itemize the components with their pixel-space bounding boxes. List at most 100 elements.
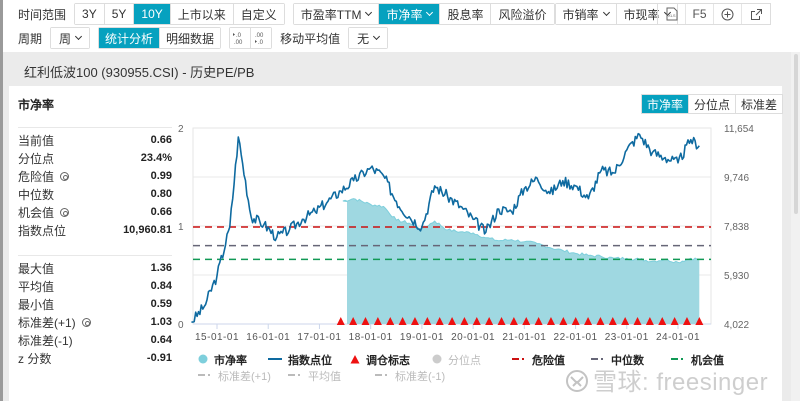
metric-tab-1[interactable]: 市净率 — [379, 4, 441, 24]
metric-tab-label: 市盈率TTM — [300, 7, 362, 22]
x-tick-label: 24-01-01 — [656, 332, 700, 343]
zoom-in-button[interactable] — [714, 4, 742, 24]
rebalance-marker[interactable] — [645, 317, 654, 325]
metric-tab-label: 市销率 — [562, 7, 599, 22]
rebalance-marker[interactable] — [658, 317, 667, 325]
legend-item-row1-1[interactable]: 指数点位 — [268, 352, 350, 368]
rebalance-marker[interactable] — [695, 317, 704, 325]
stat-row: 标准差(+1) 1.03 — [18, 313, 172, 331]
xls-file-icon: XLS — [666, 7, 677, 21]
legend-item-row1-5[interactable]: 中位数 — [591, 352, 671, 368]
rebalance-marker[interactable] — [448, 317, 457, 325]
panel-title: 红利低波100 (930955.CSI) - 历史PE/PB — [24, 65, 255, 80]
rebalance-marker[interactable] — [349, 317, 358, 325]
card-tab-0[interactable]: 市净率 — [642, 95, 690, 113]
rebalance-marker[interactable] — [596, 317, 605, 325]
legend-item-row1-2[interactable]: 调仓标志 — [350, 352, 432, 368]
legend-item-row1-6[interactable]: 机会值 — [671, 352, 751, 368]
stat-label-text: 分位点 — [18, 151, 55, 166]
rebalance-marker[interactable] — [608, 317, 617, 325]
stat-label-text: 机会值 — [18, 205, 55, 220]
rebalance-marker[interactable] — [670, 317, 679, 325]
decrease-decimal-button[interactable]: .00.0 — [251, 28, 272, 48]
time-range-4-button[interactable]: 自定义 — [233, 4, 284, 24]
export-xls-button[interactable]: XLS — [658, 4, 686, 24]
rebalance-marker[interactable] — [373, 317, 382, 325]
card-tab-1[interactable]: 分位点 — [689, 95, 737, 113]
toolbar-row-2: 周期 周 统计分析 明细数据 .0.00 .00.0 移动平均值 无 — [0, 27, 389, 49]
view-toggle-group: 统计分析 明细数据 — [98, 27, 222, 49]
metric-tab-3[interactable]: 风险溢价 — [491, 4, 554, 24]
period-select[interactable]: 周 — [50, 27, 91, 49]
rebalance-marker[interactable] — [559, 317, 568, 325]
pb-area — [342, 198, 700, 324]
rebalance-marker[interactable] — [497, 317, 506, 325]
stat-label-text: z 分数 — [18, 351, 52, 366]
legend-item-row1-4[interactable]: 危险值 — [512, 352, 591, 368]
rebalance-marker[interactable] — [546, 317, 555, 325]
scrollbar-track[interactable] — [791, 52, 800, 401]
legend-item-row1-3[interactable]: 分位点 — [432, 352, 512, 368]
gear-icon[interactable] — [60, 207, 70, 217]
rebalance-marker[interactable] — [386, 317, 395, 325]
rebalance-marker[interactable] — [485, 317, 494, 325]
stat-label: 最小值 — [18, 296, 54, 313]
rebalance-marker[interactable] — [435, 317, 444, 325]
stat-label: 中位数 — [18, 186, 54, 203]
metric-tab-2[interactable]: 股息率 — [440, 4, 492, 24]
view-tab-1[interactable]: 明细数据 — [160, 28, 221, 48]
moving-average-select[interactable]: 无 — [348, 27, 389, 49]
rebalance-marker[interactable] — [584, 317, 593, 325]
rebalance-marker[interactable] — [633, 317, 642, 325]
scrollbar-thumb[interactable] — [794, 54, 798, 214]
rebalance-marker[interactable] — [621, 317, 630, 325]
increase-decimal-button[interactable]: .0.00 — [230, 28, 252, 48]
rebalance-marker[interactable] — [361, 317, 370, 325]
legend-item-row2-0[interactable]: 标准差(+1) — [198, 368, 288, 384]
gear-icon[interactable] — [60, 171, 70, 181]
gear-icon[interactable] — [81, 317, 91, 327]
metric-group-2: 市销率 市现率 — [554, 3, 678, 25]
rebalance-marker[interactable] — [398, 317, 407, 325]
time-range-1-button[interactable]: 5Y — [104, 4, 135, 24]
x-tick-label: 22-01-01 — [554, 332, 598, 343]
stat-row: 平均值 0.84 — [18, 277, 172, 295]
time-range-2-button[interactable]: 10Y — [134, 4, 171, 24]
stat-label: 危险值 — [18, 168, 70, 185]
rebalance-marker[interactable] — [460, 317, 469, 325]
metric-tab-4[interactable]: 市销率 — [555, 4, 617, 24]
xueqiu-logo-icon — [566, 370, 588, 392]
legend-item-row2-1[interactable]: 平均值 — [288, 368, 375, 384]
rebalance-marker[interactable] — [682, 317, 691, 325]
moving-average-value: 无 — [357, 31, 370, 46]
rebalance-marker[interactable] — [423, 317, 432, 325]
metric-tab-5[interactable]: 市现率 — [616, 4, 677, 24]
legend-row-2: 标准差(+1) 平均值 标准差(-1) — [198, 368, 455, 384]
decimal-buttons: .0.00 .00.0 — [229, 27, 273, 49]
stat-value: 0.99 — [150, 170, 172, 182]
x-tick-label: 21-01-01 — [502, 332, 546, 343]
open-external-button[interactable] — [742, 4, 770, 24]
metric-tab-0[interactable]: 市盈率TTM — [293, 4, 380, 24]
legend-item-row1-0[interactable]: 市净率 — [198, 352, 268, 368]
rebalance-marker[interactable] — [522, 317, 531, 325]
legend-triangle-icon — [350, 354, 360, 367]
legend-item-row2-2[interactable]: 标准差(-1) — [375, 368, 455, 384]
legend-dash-icon — [288, 370, 302, 383]
rebalance-marker[interactable] — [336, 317, 345, 325]
rebalance-marker[interactable] — [472, 317, 481, 325]
stat-label-text: 最小值 — [18, 297, 55, 312]
time-range-0-button[interactable]: 3Y — [75, 4, 105, 24]
rebalance-marker[interactable] — [534, 317, 543, 325]
legend-label: 危险值 — [532, 355, 565, 367]
view-tab-0[interactable]: 统计分析 — [99, 28, 161, 48]
card-tab-2[interactable]: 标准差 — [736, 95, 783, 113]
rebalance-marker[interactable] — [571, 317, 580, 325]
rebalance-marker[interactable] — [509, 317, 518, 325]
time-range-3-button[interactable]: 上市以来 — [170, 4, 234, 24]
legend-label: 中位数 — [611, 355, 644, 367]
refresh-button[interactable]: F5 — [686, 4, 714, 24]
rebalance-marker[interactable] — [410, 317, 419, 325]
stats-group-distribution: 最大值 1.36 平均值 0.84 最小值 0.59 标准差(+1) 1.03 标准差(-1) 0… — [18, 255, 172, 367]
